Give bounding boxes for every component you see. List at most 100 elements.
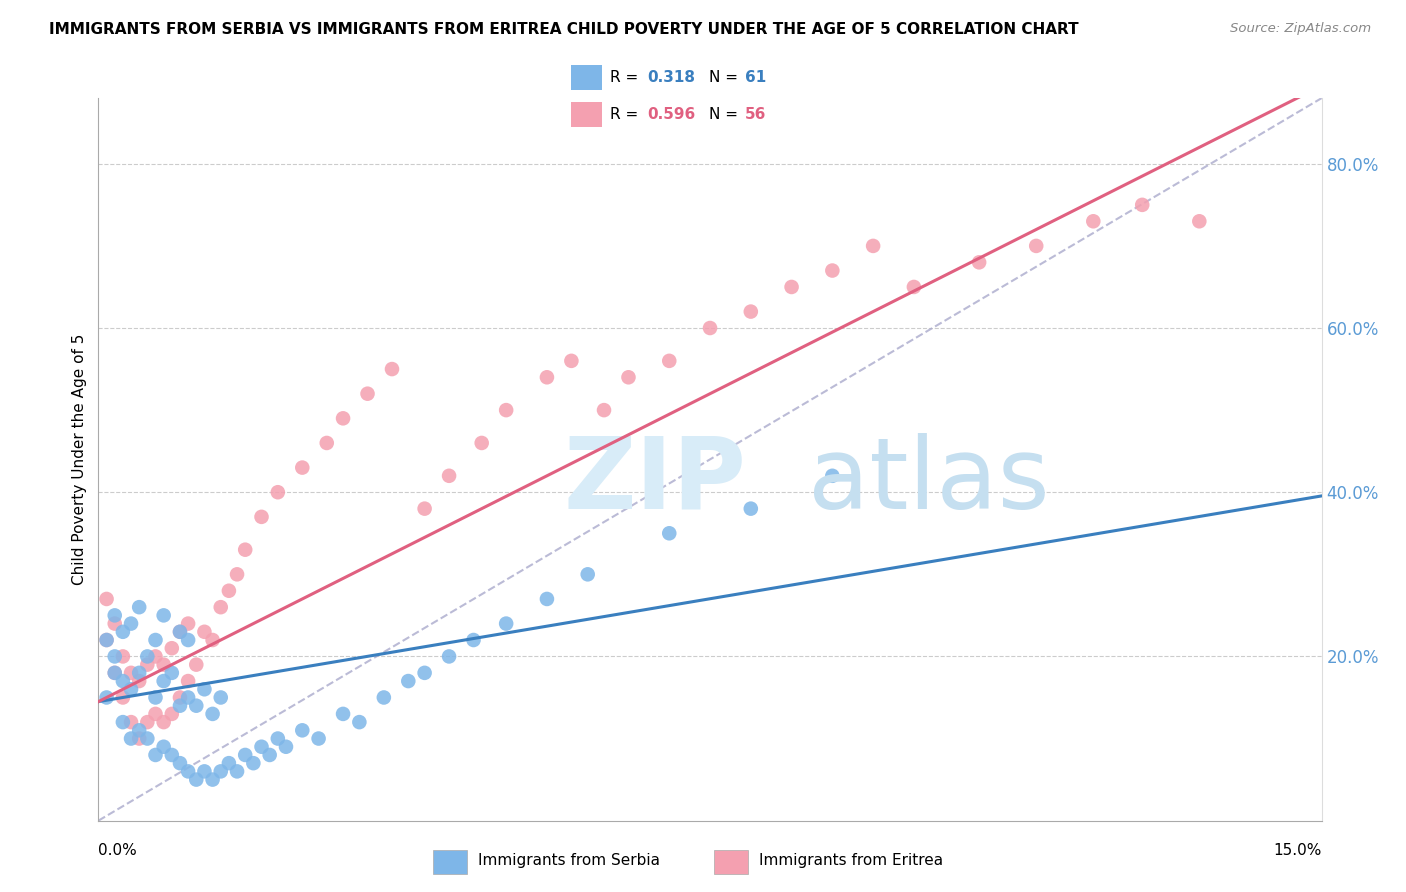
Point: [233, 542, 256, 557]
Text: 61: 61: [745, 70, 766, 85]
Point: [152, 715, 174, 730]
Point: [145, 747, 167, 762]
Point: [209, 764, 232, 779]
Point: [193, 682, 215, 697]
Point: [250, 739, 273, 754]
FancyBboxPatch shape: [433, 849, 467, 874]
Point: [177, 764, 200, 779]
Point: [463, 633, 485, 648]
Point: [152, 674, 174, 689]
Text: atlas: atlas: [808, 433, 1049, 530]
Point: [356, 386, 378, 401]
Point: [104, 608, 127, 623]
Y-axis label: Child Poverty Under the Age of 5: Child Poverty Under the Age of 5: [72, 334, 87, 585]
Point: [233, 747, 256, 762]
Point: [862, 239, 884, 253]
Point: [145, 649, 167, 664]
Point: [111, 715, 134, 730]
Text: Immigrants from Serbia: Immigrants from Serbia: [478, 854, 659, 868]
Text: 0.596: 0.596: [647, 107, 695, 122]
Point: [177, 674, 200, 689]
Point: [413, 501, 436, 516]
Text: IMMIGRANTS FROM SERBIA VS IMMIGRANTS FROM ERITREA CHILD POVERTY UNDER THE AGE OF: IMMIGRANTS FROM SERBIA VS IMMIGRANTS FRO…: [49, 22, 1078, 37]
Point: [160, 747, 183, 762]
Text: 56: 56: [745, 107, 766, 122]
FancyBboxPatch shape: [714, 849, 748, 874]
Point: [169, 690, 191, 705]
Point: [145, 633, 167, 648]
Point: [177, 690, 200, 705]
Point: [576, 567, 599, 582]
Point: [111, 649, 134, 664]
Point: [104, 616, 127, 631]
Point: [903, 280, 925, 294]
Point: [332, 706, 354, 721]
Point: [495, 403, 517, 417]
Point: [396, 674, 419, 689]
Point: [658, 526, 681, 541]
Point: [536, 370, 558, 384]
Point: [1130, 198, 1153, 212]
FancyBboxPatch shape: [571, 102, 602, 128]
Point: [128, 674, 150, 689]
Point: [169, 756, 191, 771]
Text: 15.0%: 15.0%: [1274, 843, 1322, 858]
Point: [186, 657, 208, 672]
Point: [658, 354, 681, 368]
Point: [291, 460, 314, 475]
Point: [967, 255, 990, 269]
Point: [152, 657, 174, 672]
Point: [136, 731, 159, 746]
Point: [471, 436, 494, 450]
Point: [120, 715, 142, 730]
Point: [495, 616, 517, 631]
Point: [560, 354, 582, 368]
Point: [111, 690, 134, 705]
Point: [332, 411, 354, 425]
Point: [821, 263, 844, 277]
Text: ZIP: ZIP: [564, 433, 747, 530]
Point: [136, 649, 159, 664]
Point: [381, 362, 404, 376]
Point: [242, 756, 264, 771]
Point: [120, 665, 142, 680]
Point: [120, 616, 142, 631]
Point: [169, 624, 191, 639]
Point: [201, 633, 224, 648]
Point: [96, 690, 118, 705]
Point: [315, 436, 337, 450]
Text: 0.0%: 0.0%: [98, 843, 138, 858]
Point: [120, 731, 142, 746]
Point: [160, 665, 183, 680]
Point: [226, 764, 249, 779]
Point: [291, 723, 314, 738]
Text: R =: R =: [610, 70, 644, 85]
Point: [96, 633, 118, 648]
Point: [267, 731, 290, 746]
Text: Immigrants from Eritrea: Immigrants from Eritrea: [759, 854, 943, 868]
Point: [780, 280, 803, 294]
Point: [145, 690, 167, 705]
Point: [218, 756, 240, 771]
Point: [145, 706, 167, 721]
Point: [209, 690, 232, 705]
Point: [821, 468, 844, 483]
Point: [111, 674, 134, 689]
Point: [201, 772, 224, 787]
Point: [209, 600, 232, 615]
Point: [128, 731, 150, 746]
Point: [96, 633, 118, 648]
Point: [152, 739, 174, 754]
Point: [699, 321, 721, 335]
Text: 0.318: 0.318: [647, 70, 695, 85]
Point: [193, 764, 215, 779]
Point: [169, 624, 191, 639]
Point: [120, 682, 142, 697]
FancyBboxPatch shape: [571, 64, 602, 90]
Point: [740, 304, 762, 318]
Point: [259, 747, 281, 762]
Point: [136, 657, 159, 672]
Point: [186, 772, 208, 787]
Point: [128, 723, 150, 738]
Point: [177, 633, 200, 648]
